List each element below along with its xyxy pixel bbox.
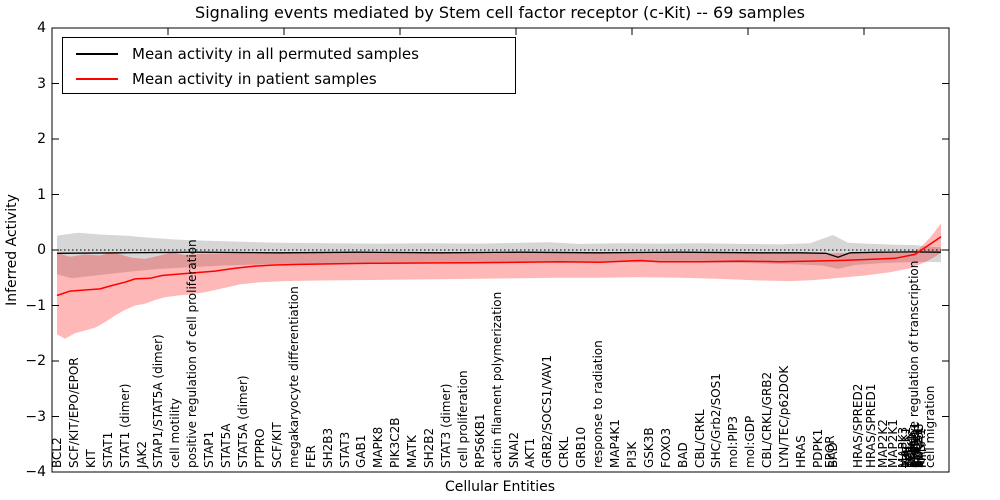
x-tick-label: MAP4K1 — [608, 419, 622, 468]
patient-mean-line — [56, 236, 942, 297]
y-tick-label: −3 — [25, 408, 46, 425]
x-tick-label: STAP1 — [202, 430, 216, 468]
y-tick-label: 4 — [37, 20, 46, 36]
x-tick-label: AKT1 — [523, 437, 537, 468]
x-tick-label: BAD — [826, 442, 840, 468]
x-tick-label: cell migration — [923, 385, 937, 468]
legend-label-patient: Mean activity in patient samples — [132, 70, 377, 88]
x-tick-label: FER — [304, 445, 318, 468]
legend-row-permuted: Mean activity in all permuted samples — [63, 42, 419, 66]
x-tick-label: SH2B2 — [422, 427, 436, 468]
y-tick-label: −4 — [25, 464, 46, 480]
permuted-band — [57, 232, 941, 279]
y-tick-label: 3 — [37, 75, 46, 92]
x-tick-label: STAT1 — [101, 431, 115, 468]
permuted-line-swatch — [76, 53, 118, 55]
legend-label-permuted: Mean activity in all permuted samples — [132, 45, 419, 63]
x-tick-label: RPS6KB1 — [473, 413, 487, 468]
y-tick-label: −2 — [25, 353, 46, 369]
patient-band — [57, 223, 941, 339]
x-tick-label: PI3K — [625, 441, 639, 468]
x-tick-label: GRB2/SOCS1/VAV1 — [540, 354, 554, 468]
x-tick-label: KIT — [84, 449, 98, 468]
x-tick-label: mol:GDP — [743, 415, 757, 468]
x-tick-label: SCF/KIT/EPO/EPOR — [67, 357, 81, 468]
x-tick-label: positive regulation of transcription — [907, 260, 921, 468]
x-tick-label: cell proliferation — [456, 370, 470, 468]
x-axis-label: Cellular Entities — [444, 479, 556, 495]
x-tick-label: MAPK8 — [371, 426, 385, 468]
x-tick-label: BCL2 — [50, 437, 64, 468]
x-tick-label: PIK3C2B — [388, 417, 402, 468]
x-tick-label: megakaryocyte differentiation — [287, 286, 301, 468]
x-tick-label: CBL/CRKL/GRB2 — [760, 371, 774, 468]
x-tick-label: STAP1/STAT5A (dimer) — [151, 334, 165, 468]
patient-line-swatch — [76, 78, 118, 80]
x-tick-label: BAD — [676, 442, 690, 468]
x-tick-label: STAT5A — [219, 423, 233, 468]
y-tick-label: 1 — [37, 186, 46, 203]
x-tick-label: response to radiation — [591, 340, 605, 468]
chart-title: Signaling events mediated by Stem cell f… — [195, 3, 805, 22]
x-tick-label: STAT3 (dimer) — [439, 383, 453, 468]
x-tick-label: positive regulation of cell proliferatio… — [185, 239, 199, 468]
x-tick-label: SNAI2 — [507, 432, 521, 468]
y-tick-label: −1 — [25, 297, 46, 314]
x-tick-label: GAB1 — [354, 434, 368, 468]
x-tick-label: cell motility — [168, 397, 182, 468]
x-tick-label: JAK2 — [135, 440, 149, 468]
x-tick-label: CBL/CRKL — [693, 409, 707, 468]
y-tick-label: 0 — [37, 242, 46, 258]
x-tick-label: FOXO3 — [659, 427, 673, 468]
x-tick-label: STAT3 — [338, 431, 352, 468]
x-tick-label: CRKL — [557, 436, 571, 468]
x-tick-label: SCF/KIT — [270, 422, 284, 468]
x-tick-label: mol:PIP3 — [726, 415, 740, 468]
y-tick-label: 2 — [37, 131, 46, 147]
permuted-mean-line — [56, 251, 942, 258]
x-tick-label: actin filament polymerization — [490, 291, 504, 468]
x-tick-label: GSK3B — [642, 427, 656, 468]
legend-row-patient: Mean activity in patient samples — [63, 67, 377, 91]
x-tick-label: HRAS — [794, 435, 808, 468]
x-tick-label: STAT5A (dimer) — [236, 375, 250, 468]
x-tick-label: SH2B3 — [321, 427, 335, 468]
legend: Mean activity in all permuted samples Me… — [62, 37, 516, 94]
x-tick-label: MATK — [405, 435, 419, 468]
x-tick-label: LYN/TEC/p62DOK — [777, 365, 791, 468]
x-tick-label: STAT1 (dimer) — [118, 383, 132, 468]
x-tick-label: PTPRO — [253, 428, 267, 468]
x-tick-label: SHC/Grb2/SOS1 — [709, 373, 723, 468]
x-tick-label: GRB10 — [574, 426, 588, 468]
